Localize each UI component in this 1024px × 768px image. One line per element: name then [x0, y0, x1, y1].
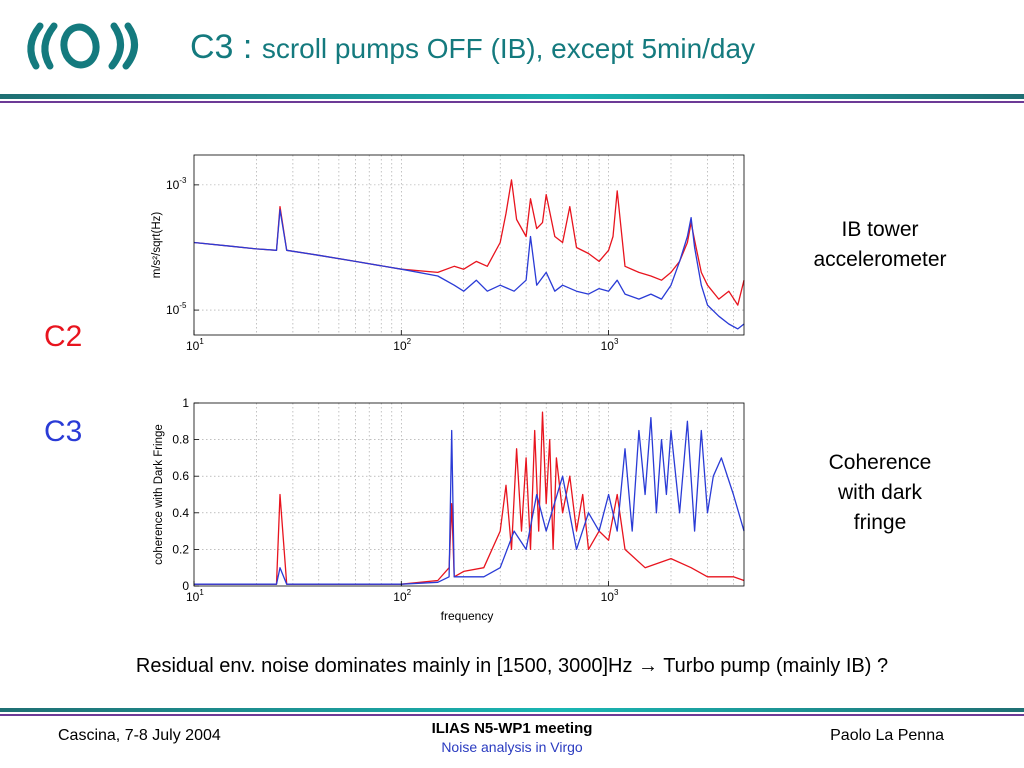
- x-tick-exponent: 1: [199, 588, 204, 597]
- plot-area: [194, 403, 744, 586]
- title-sub: scroll pumps OFF (IB), except 5min/day: [261, 33, 756, 64]
- x-tick-label: 102: [393, 588, 411, 604]
- x-tick-base: 10: [601, 339, 615, 353]
- y-tick-label: 0.4: [172, 506, 189, 520]
- label-c2: C2: [44, 320, 83, 353]
- y-tick-label: 10-3: [166, 176, 187, 192]
- footer-left: Cascina, 7-8 July 2004: [58, 727, 221, 744]
- x-tick-label: 101: [186, 588, 204, 604]
- y-tick-base: 10: [166, 303, 180, 317]
- title-main: C3 :: [190, 28, 262, 66]
- conclusion-after: Turbo pump (mainly IB) ?: [658, 655, 889, 677]
- plot-frame: [193, 402, 745, 587]
- x-tick-base: 10: [186, 339, 200, 353]
- y-tick-exponent: -3: [179, 176, 187, 185]
- x-tick-exponent: 2: [407, 337, 412, 346]
- x-tick-exponent: 3: [614, 337, 619, 346]
- y-tick-label: 0: [182, 579, 189, 593]
- y-tick-base: 10: [166, 178, 180, 192]
- footer-rule-purple: [0, 714, 1024, 716]
- series-line-c3: [193, 209, 745, 330]
- x-tick-exponent: 1: [199, 337, 204, 346]
- caption-top-line1: IB tower: [841, 218, 919, 241]
- x-tick-exponent: 3: [614, 588, 619, 597]
- y-tick-label: 10-5: [166, 301, 187, 317]
- x-tick-base: 10: [186, 590, 200, 604]
- x-tick-label: 101: [186, 337, 204, 353]
- x-tick-label: 103: [601, 588, 619, 604]
- header-rule-teal: [0, 94, 1024, 99]
- x-tick-base: 10: [601, 590, 615, 604]
- label-c3: C3: [44, 415, 83, 448]
- caption-bottom-line3: fringe: [853, 511, 907, 534]
- header-rule-purple: [0, 101, 1024, 103]
- x-tick-base: 10: [393, 590, 407, 604]
- caption-bottom-line1: Coherence: [828, 451, 932, 474]
- footer-center: ILIAS N5-WP1 meeting Noise analysis in V…: [312, 720, 712, 755]
- caption-top-line2: accelerometer: [813, 248, 947, 271]
- virgo-logo: [27, 22, 138, 70]
- y-tick-label: 0.2: [172, 542, 189, 556]
- y-tick-label: 0.6: [172, 469, 189, 483]
- y-axis-label: m/s²/sqrt(Hz): [151, 212, 163, 279]
- caption-bottom-line2: with dark: [837, 481, 923, 504]
- x-tick-label: 102: [393, 337, 411, 353]
- right-arrow-icon: →: [638, 655, 659, 677]
- caption-top: IB tower accelerometer: [790, 215, 970, 275]
- footer-subtitle: Noise analysis in Virgo: [441, 739, 583, 755]
- y-tick-exponent: -5: [179, 301, 187, 310]
- y-tick-label: 0.8: [172, 433, 189, 447]
- footer-right: Paolo La Penna: [830, 727, 944, 744]
- slide-title: C3 : scroll pumps OFF (IB), except 5min/…: [190, 28, 755, 67]
- x-tick-exponent: 2: [407, 588, 412, 597]
- conclusion-text: Residual env. noise dominates mainly in …: [0, 655, 1024, 678]
- x-grid: [256, 403, 734, 586]
- y-axis-label: coherence with Dark Fringe: [153, 424, 165, 565]
- y-tick-label: 1: [182, 396, 189, 410]
- plot-frame: [193, 154, 745, 336]
- footer-meeting: ILIAS N5-WP1 meeting: [431, 720, 593, 737]
- x-tick-base: 10: [393, 339, 407, 353]
- caption-bottom: Coherence with dark fringe: [790, 448, 970, 538]
- footer-rule-teal: [0, 708, 1024, 712]
- x-tick-label: 103: [601, 337, 619, 353]
- conclusion-before: Residual env. noise dominates mainly in …: [135, 655, 639, 677]
- x-axis-label: frequency: [441, 609, 494, 623]
